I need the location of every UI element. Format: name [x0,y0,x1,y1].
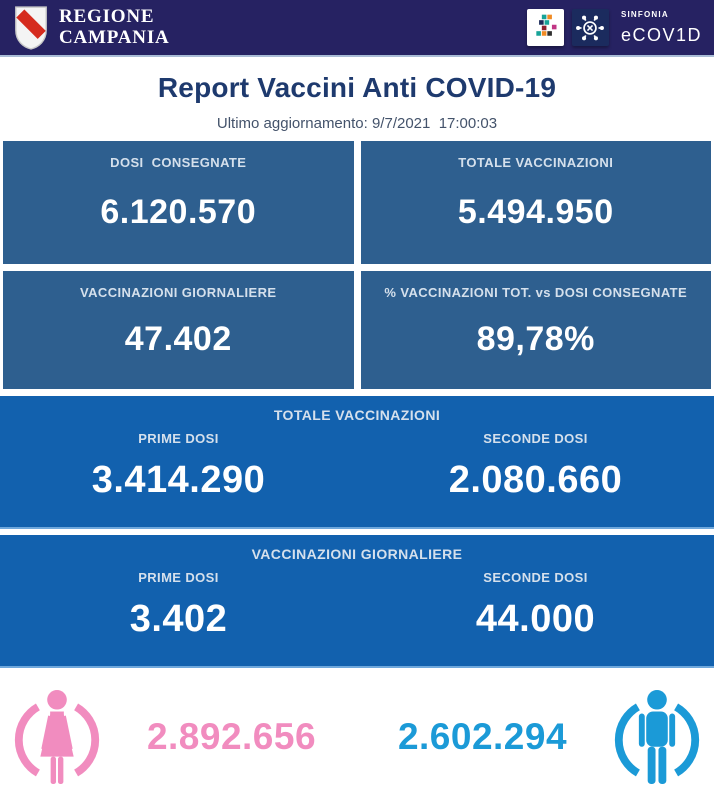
sinfonia-label: SINFONIA [620,9,669,19]
col-label: PRIME DOSI [138,431,219,446]
kpi-row-1: DOSI CONSEGNATE 6.120.570 TOTALE VACCINA… [3,141,711,264]
card-value: 6.120.570 [100,192,257,231]
campania-shield-icon [12,4,50,50]
female-icon [14,689,100,785]
title-area: Report Vaccini Anti COVID-19 Ultimo aggi… [0,57,714,141]
col-label: PRIME DOSI [138,570,219,585]
card-label: DOSI CONSEGNATE [110,155,247,170]
col-value: 3.414.290 [91,459,266,501]
brand-text: REGIONE CAMPANIA [59,5,170,48]
col-label: SECONDE DOSI [483,431,588,446]
card-value: 5.494.950 [457,192,614,231]
ecovid-label: eCOV1D [620,24,702,45]
kpi-row-2: VACCINAZIONI GIORNALIERE 47.402 % VACCIN… [3,271,711,389]
card-dosi-consegnate: DOSI CONSEGNATE 6.120.570 [3,141,354,264]
sinfonia-logo-icon [526,9,564,46]
col-prime-dosi: PRIME DOSI 3.414.290 [0,423,357,527]
section-totale-vaccinazioni: TOTALE VACCINAZIONI PRIME DOSI 3.414.290… [0,396,714,529]
card-label: TOTALE VACCINAZIONI [458,155,614,170]
card-value: 89,78% [476,320,595,358]
col-label: SECONDE DOSI [483,570,588,585]
col-value: 2.080.660 [448,459,623,501]
male-total: 2.602.294 [397,716,568,757]
page-title: Report Vaccini Anti COVID-19 [157,72,557,103]
col-value: 3.402 [129,598,228,640]
card-label: VACCINAZIONI GIORNALIERE [80,285,277,300]
card-label: % VACCINAZIONI TOT. vs DOSI CONSEGNATE [384,285,688,300]
section-title: VACCINAZIONI GIORNALIERE [251,546,463,562]
ecovid-virus-icon [571,9,609,46]
header-logos: SINFONIA eCOV1D [526,9,702,46]
section-vaccinazioni-giornaliere: VACCINAZIONI GIORNALIERE PRIME DOSI 3.40… [0,535,714,668]
card-value: 47.402 [124,320,232,358]
col-value: 44.000 [475,598,596,640]
section-title: TOTALE VACCINAZIONI [273,407,441,423]
section-columns: PRIME DOSI 3.414.290 SECONDE DOSI 2.080.… [0,423,714,527]
col-seconde-dosi: SECONDE DOSI 44.000 [357,562,714,666]
gender-breakdown: 2.892.656 2.602.294 [0,674,714,800]
section-columns: PRIME DOSI 3.402 SECONDE DOSI 44.000 [0,562,714,666]
col-prime-dosi: PRIME DOSI 3.402 [0,562,357,666]
female-total: 2.892.656 [146,716,317,757]
brand-line-campania: CAMPANIA [59,26,170,48]
last-update-text: Ultimo aggiornamento: 9/7/2021 17:00:03 [216,115,498,132]
card-percentuale-vaccinazioni: % VACCINAZIONI TOT. vs DOSI CONSEGNATE 8… [360,271,711,389]
ecovid-wordmark: SINFONIA eCOV1D [621,10,702,46]
card-totale-vaccinazioni: TOTALE VACCINAZIONI 5.494.950 [360,141,711,264]
col-seconde-dosi: SECONDE DOSI 2.080.660 [357,423,714,527]
brand-line-regione: REGIONE [59,5,155,27]
male-icon [614,689,700,785]
regione-campania-brand: REGIONE CAMPANIA [12,4,170,51]
card-vaccinazioni-giornaliere: VACCINAZIONI GIORNALIERE 47.402 [3,271,354,389]
header-bar: REGIONE CAMPANIA [0,0,714,57]
